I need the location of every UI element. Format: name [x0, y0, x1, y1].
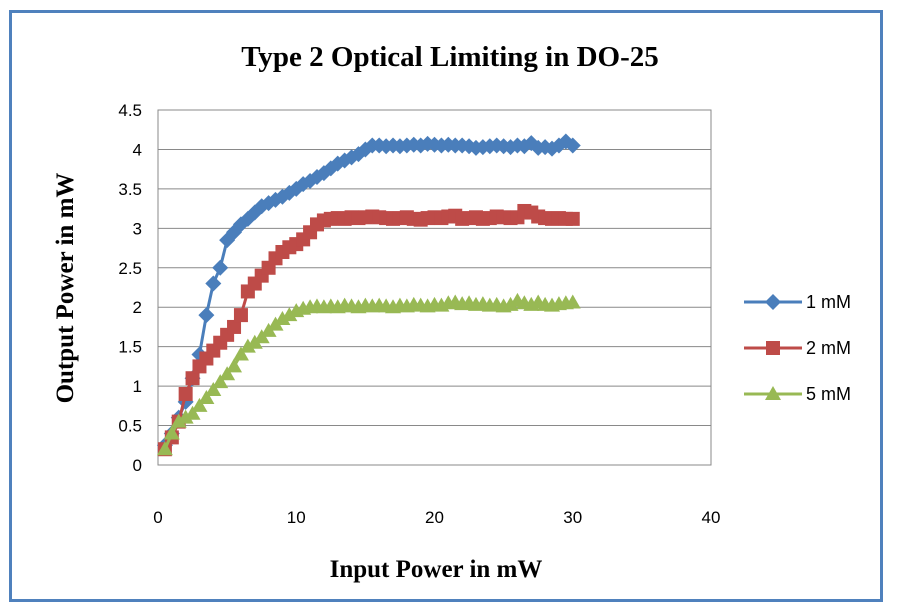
x-axis-title: Input Power in mW — [330, 556, 543, 583]
data-point-5-mm — [184, 405, 201, 420]
y-tick-label: 2.5 — [118, 259, 142, 278]
series-layer — [156, 133, 581, 457]
data-point-2-mm — [565, 211, 580, 226]
x-tick-label: 20 — [425, 508, 444, 527]
y-tick-label: 3 — [133, 219, 142, 238]
x-tick-label: 30 — [563, 508, 582, 527]
y-tick-label: 0 — [133, 456, 142, 475]
data-point-5-mm — [226, 358, 243, 373]
data-point-5-mm — [191, 397, 208, 412]
data-point-1-mm — [564, 137, 581, 154]
data-point-5-mm — [219, 366, 236, 381]
legend-item-1-mm: 1 mM — [744, 292, 851, 312]
y-tick-label: 1 — [133, 377, 142, 396]
legend-label: 2 mM — [806, 338, 851, 358]
y-tick-label: 2 — [133, 298, 142, 317]
data-point-5-mm — [163, 425, 180, 440]
series-2-mm — [157, 203, 580, 457]
data-point-5-mm — [170, 413, 187, 428]
legend-item-5-mm: 5 mM — [744, 384, 851, 404]
y-axis-title: Output Power in mW — [52, 173, 79, 404]
x-tick-label: 0 — [153, 508, 162, 527]
data-point-5-mm — [156, 441, 173, 456]
y-tick-label: 0.5 — [118, 417, 142, 436]
data-point-2-mm — [185, 371, 200, 386]
data-point-5-mm — [205, 382, 222, 397]
data-point-5-mm — [198, 389, 215, 404]
legend-marker — [765, 386, 781, 400]
data-point-5-mm — [502, 296, 519, 311]
x-tick-label: 40 — [702, 508, 721, 527]
data-point-5-mm — [564, 294, 581, 309]
x-tick-label: 10 — [287, 508, 306, 527]
data-point-5-mm — [232, 346, 249, 361]
grid-layer — [158, 148, 711, 427]
data-point-1-mm — [212, 259, 229, 276]
legend-label: 5 mM — [806, 384, 851, 404]
data-point-5-mm — [177, 409, 194, 424]
tick-labels: 0 0.5 1 1.5 2 2.5 3 3.5 4 4.5 0 10 20 30 40 — [118, 101, 720, 527]
data-point-5-mm — [281, 307, 298, 322]
legend: 1 mM 2 mM 5 mM — [744, 292, 851, 404]
y-tick-label: 4 — [133, 140, 142, 159]
data-point-5-mm — [274, 311, 291, 326]
y-tick-label: 4.5 — [118, 101, 142, 120]
data-point-2-mm — [178, 387, 193, 401]
data-point-1-mm — [198, 307, 215, 324]
data-point-1-mm — [205, 275, 222, 292]
data-point-2-mm — [233, 308, 248, 323]
data-point-5-mm — [239, 338, 256, 353]
series-line-1-mm — [163, 139, 574, 447]
legend-marker — [765, 294, 781, 310]
plot-area-border — [157, 109, 712, 466]
data-point-2-mm — [227, 319, 242, 334]
legend-marker — [766, 341, 780, 355]
legend-label: 1 mM — [806, 292, 851, 312]
series-5-mm — [156, 292, 581, 456]
y-tick-label: 3.5 — [118, 180, 142, 199]
y-tick-label: 1.5 — [118, 338, 142, 357]
data-point-5-mm — [212, 374, 229, 389]
chart-title: Type 2 Optical Limiting in DO-25 — [241, 41, 659, 73]
legend-item-2-mm: 2 mM — [744, 338, 851, 358]
